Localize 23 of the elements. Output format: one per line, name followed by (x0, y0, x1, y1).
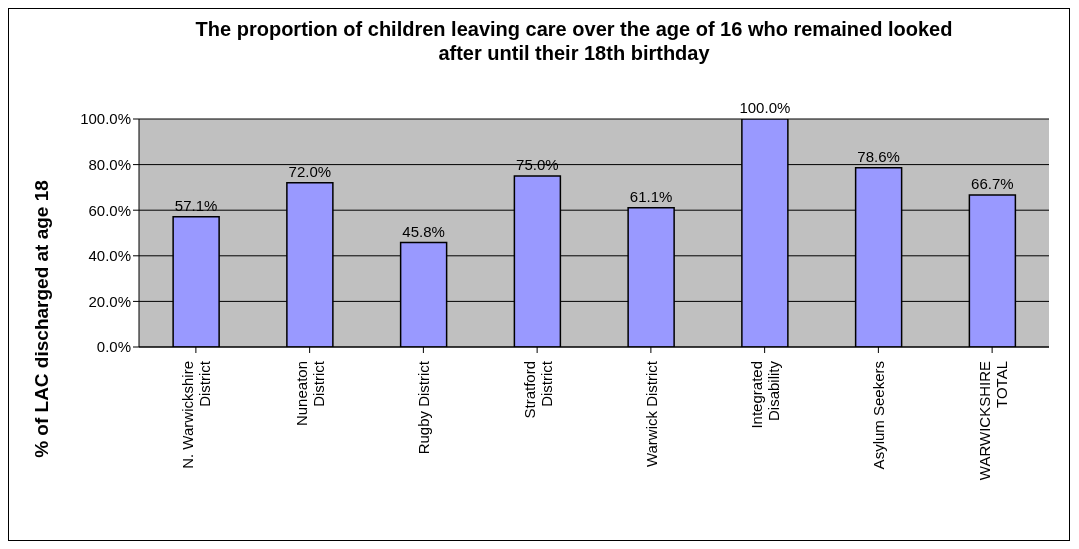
y-tick-label: 100.0% (80, 110, 131, 128)
x-tick-label: WARWICKSHIRE TOTAL (975, 361, 1010, 481)
data-label: 72.0% (288, 162, 332, 180)
x-tick-label: Integrated Disability (748, 360, 783, 429)
data-label: 66.7% (971, 174, 1014, 192)
y-axis-title: % of LAC discharged at age 18 (31, 180, 53, 458)
x-tick-label: Rugby District (415, 360, 433, 455)
data-label: 45.8% (402, 222, 445, 240)
x-tick-label: N. Warwickshire District (179, 360, 214, 469)
data-label: 100.0% (739, 99, 791, 116)
data-label: 57.1% (174, 196, 218, 214)
y-tick-label: 20.0% (88, 292, 131, 310)
x-tick-label: Nuneaton District (293, 360, 328, 427)
y-tick-label: 40.0% (88, 247, 131, 265)
data-label: 78.6% (857, 147, 900, 165)
x-tick-label: Warwick District (642, 360, 660, 468)
x-tick-label: Asylum Seekers (870, 361, 888, 470)
y-tick-label: 80.0% (88, 155, 131, 173)
data-label: 61.1% (629, 187, 673, 205)
y-tick-label: 60.0% (88, 201, 131, 219)
y-tick-label: 0.0% (96, 338, 131, 356)
chart-title: The proportion of children leaving care over the age of 16 who remained looked after until their 18th birthday (194, 17, 954, 65)
x-tick-label: Stratford District (520, 360, 555, 419)
